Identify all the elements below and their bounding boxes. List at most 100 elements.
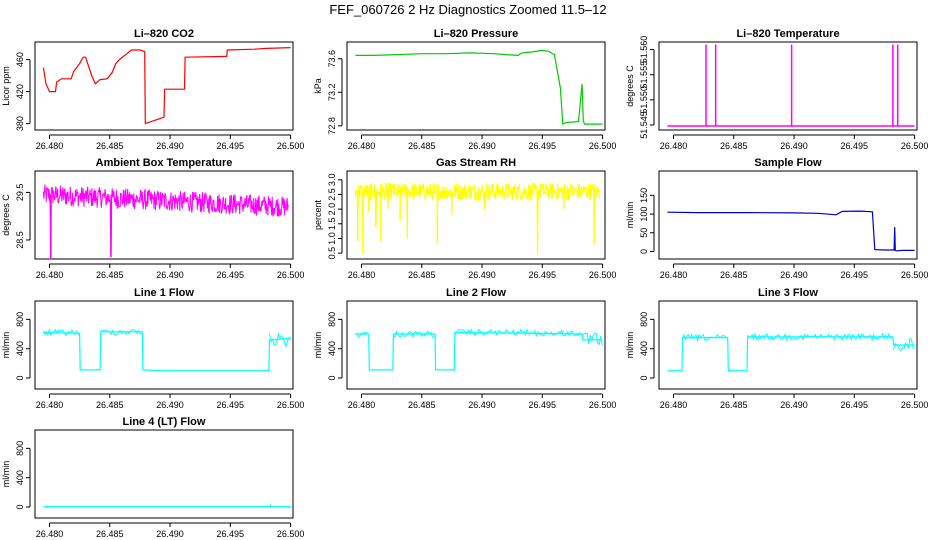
panel-title: Li–820 Pressure	[434, 28, 518, 40]
y-tick-label: 100	[639, 207, 649, 222]
series-line	[355, 49, 603, 125]
y-tick-label: 420	[15, 84, 25, 99]
y-axis-label: degrees C	[625, 65, 635, 107]
x-tick-label: 26.500	[901, 400, 929, 410]
panel-7: Line 1 Flow ml/min 26.480 26.485 26.490 26.49…	[1, 287, 304, 410]
series-noise	[355, 331, 368, 338]
x-tick-label: 26.480	[36, 270, 64, 280]
x-tick-label: 26.490	[468, 400, 496, 410]
y-tick-label: 800	[15, 441, 25, 456]
y-tick-label: 51.550	[639, 86, 649, 114]
panel-2: Li–820 Pressure kPa 26.480 26.485 26.490 26.4…	[313, 28, 616, 151]
plot-frame	[34, 170, 294, 260]
x-tick-label: 26.495	[529, 141, 557, 151]
series-noise	[747, 332, 819, 342]
y-tick-label: 73.2	[327, 84, 337, 102]
series-line	[354, 181, 601, 255]
series-line	[43, 331, 291, 372]
plot-frame	[34, 429, 294, 519]
panel-title: Gas Stream RH	[436, 157, 516, 169]
y-tick-label: 0	[15, 504, 25, 509]
series-noise	[269, 332, 291, 348]
y-tick-label: 800	[15, 312, 25, 327]
panel-title: Ambient Box Temperature	[96, 157, 233, 169]
panel-title: Li–820 Temperature	[736, 28, 839, 40]
panel-5: Gas Stream RH percent 26.480 26.485 26.490 26…	[313, 157, 616, 280]
plot-frame	[346, 41, 606, 131]
x-tick-label: 26.480	[348, 270, 376, 280]
x-tick-label: 26.495	[217, 141, 245, 151]
x-tick-label: 26.500	[589, 270, 617, 280]
x-tick-label: 26.500	[901, 141, 929, 151]
y-tick-label: 400	[327, 341, 337, 356]
panel-title: Li–820 CO2	[134, 28, 194, 40]
y-tick-label: 1.0	[327, 232, 337, 245]
x-tick-label: 26.485	[720, 141, 748, 151]
x-tick-label: 26.485	[720, 270, 748, 280]
x-tick-label: 26.490	[780, 400, 808, 410]
x-tick-label: 26.480	[660, 270, 688, 280]
y-tick-label: 3.0	[327, 174, 337, 187]
y-tick-label: 2.5	[327, 188, 337, 201]
x-tick-label: 26.480	[348, 141, 376, 151]
y-tick-label: 51.560	[639, 36, 649, 64]
x-tick-label: 26.490	[780, 141, 808, 151]
series-noise	[393, 330, 434, 339]
x-tick-label: 26.500	[277, 400, 305, 410]
y-tick-label: 400	[15, 470, 25, 485]
series-noise	[530, 329, 582, 338]
x-tick-label: 26.490	[156, 270, 184, 280]
series-noise	[893, 337, 915, 352]
x-tick-label: 26.495	[841, 141, 869, 151]
y-tick-label: 0	[639, 249, 649, 254]
x-tick-label: 26.490	[468, 141, 496, 151]
plot-frame	[34, 300, 294, 390]
y-axis-label: ml/min	[313, 332, 323, 359]
y-tick-label: 73.6	[327, 50, 337, 68]
y-tick-label: 0	[639, 375, 649, 380]
y-axis-label: kPa	[313, 78, 323, 94]
x-tick-label: 26.495	[529, 400, 557, 410]
panel-8: Line 2 Flow ml/min 26.480 26.485 26.490 26.49…	[313, 287, 616, 410]
y-tick-label: 1.5	[327, 218, 337, 231]
x-tick-label: 26.495	[841, 400, 869, 410]
x-tick-label: 26.485	[96, 529, 124, 539]
x-tick-label: 26.480	[36, 400, 64, 410]
series-noise	[682, 333, 728, 343]
x-tick-label: 26.485	[408, 400, 436, 410]
x-tick-label: 26.480	[36, 529, 64, 539]
series-line	[42, 184, 289, 260]
x-tick-label: 26.480	[36, 141, 64, 151]
x-tick-label: 26.490	[780, 270, 808, 280]
x-tick-label: 26.490	[156, 141, 184, 151]
x-tick-label: 26.495	[217, 529, 245, 539]
x-tick-label: 26.485	[96, 141, 124, 151]
y-tick-label: 400	[639, 341, 649, 356]
y-axis-label: ml/min	[625, 332, 635, 359]
panel-9: Line 3 Flow ml/min 26.480 26.485 26.490 26.49…	[625, 287, 928, 410]
y-tick-label: 2.0	[327, 203, 337, 216]
x-tick-label: 26.480	[660, 400, 688, 410]
x-tick-label: 26.485	[96, 270, 124, 280]
figure-title: FEF_060726 2 Hz Diagnostics Zoomed 11.5–…	[329, 2, 606, 17]
panel-title: Line 1 Flow	[134, 287, 194, 299]
y-tick-label: 0	[327, 375, 337, 380]
panel-title: Line 2 Flow	[446, 287, 506, 299]
x-tick-label: 26.495	[841, 270, 869, 280]
y-tick-label: 800	[639, 312, 649, 327]
y-tick-label: 150	[639, 188, 649, 203]
x-tick-label: 26.500	[589, 141, 617, 151]
x-tick-label: 26.500	[277, 529, 305, 539]
x-tick-label: 26.485	[408, 141, 436, 151]
x-tick-label: 26.495	[529, 270, 557, 280]
panel-3: Li–820 Temperature degrees C 26.480 26.485 2…	[625, 28, 928, 151]
plot-frame	[346, 170, 606, 260]
x-tick-label: 26.490	[468, 270, 496, 280]
y-tick-label: 400	[15, 341, 25, 356]
y-tick-label: 50	[639, 228, 649, 238]
y-tick-label: 51.545	[639, 111, 649, 139]
x-tick-label: 26.490	[156, 400, 184, 410]
y-axis-label: percent	[313, 199, 323, 230]
panel-title: Line 3 Flow	[758, 287, 818, 299]
